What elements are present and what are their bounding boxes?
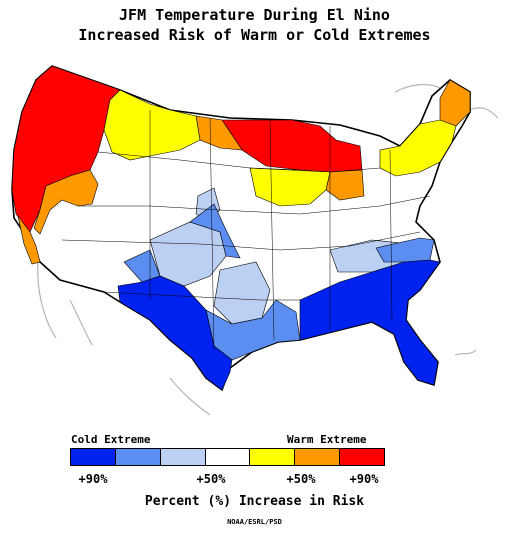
division-lines [61,110,431,351]
legend-tick-warm-90: +90% [349,472,379,486]
title-line-1: JFM Temperature During El Nino [119,6,390,24]
credit-text: NOAA/ESRL/PSD [227,518,282,526]
legend-color-bar [70,448,385,466]
us-risk-map [11,65,499,416]
cold-70-regions [123,203,435,361]
title-line-2: Increased Risk of Warm or Cold Extremes [78,26,431,44]
neighbor-coastlines [37,83,499,416]
legend-cold-label: Cold Extreme [71,433,151,446]
legend-tick-cold-50: +50% [196,472,226,486]
legend-tick-cold-90: +90% [78,472,108,486]
legend-tick-warm-50: +50% [286,472,316,486]
legend-swatch-neutral [205,449,251,465]
region-southeast [299,259,441,386]
legend-swatch-warm-90 [340,449,385,465]
legend-swatch-warm-70 [295,449,341,465]
legend-swatch-warm-50 [250,449,296,465]
region-south-texas [117,275,233,391]
legend-axis-label: Percent (%) Increase in Risk [144,494,365,509]
legend-warm-label: Warm Extreme [287,433,367,446]
legend-swatch-cold-50 [160,449,206,465]
legend-swatch-cold-90 [71,449,116,465]
legend-swatch-cold-70 [115,449,161,465]
cold-90-regions [117,259,441,391]
warm-50-regions [103,89,457,207]
